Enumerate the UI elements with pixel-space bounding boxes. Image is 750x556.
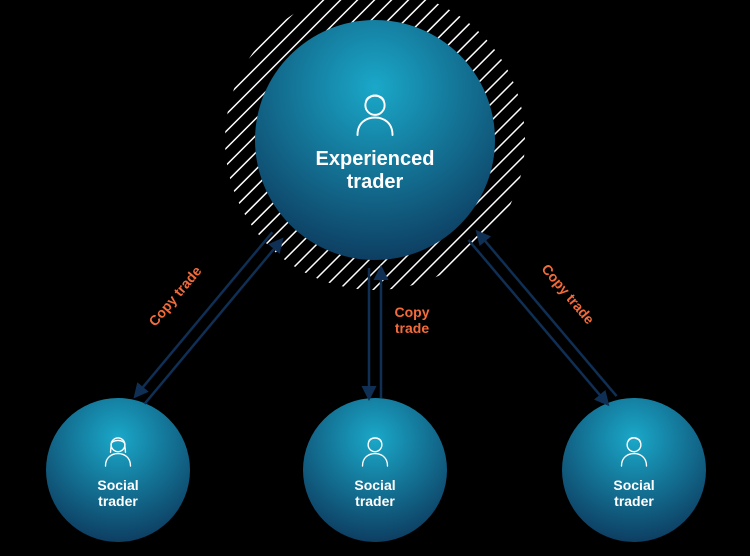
edge-line	[145, 240, 282, 404]
person-m3-icon	[614, 431, 654, 471]
edge-label: Copy trade	[538, 261, 597, 327]
node-label: Social trader	[613, 477, 654, 509]
person-m1-icon	[347, 86, 403, 142]
person-m2-icon	[355, 431, 395, 471]
edge-label: Copy trade	[395, 304, 430, 336]
edge-label: Copy trade	[145, 263, 204, 329]
node-experienced: Experienced trader	[255, 20, 495, 260]
node-social-right: Social trader	[562, 398, 706, 542]
person-f-icon	[98, 431, 138, 471]
node-label: Social trader	[354, 477, 395, 509]
diagram-canvas: Experienced trader Social trader Social tr…	[0, 0, 750, 556]
node-social-mid: Social trader	[303, 398, 447, 542]
node-label: Social trader	[97, 477, 138, 509]
node-social-left: Social trader	[46, 398, 190, 542]
node-label: Experienced trader	[316, 148, 435, 194]
